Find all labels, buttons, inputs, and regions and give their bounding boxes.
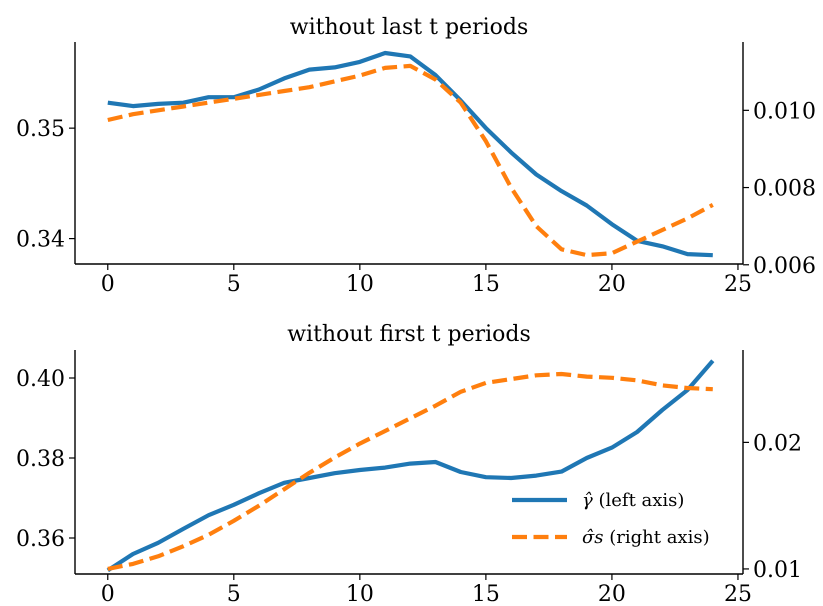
chart-panel-bottom: without first t periods 0 5 10 15 20 25 0.36 0.3… <box>16 322 802 606</box>
x-tick-label: 15 <box>472 272 500 297</box>
x-tick-label: 5 <box>227 272 241 297</box>
y-right-tick-label: 0.008 <box>753 177 816 202</box>
legend-label: σ̂s (right axis) <box>582 527 710 548</box>
legend-symbol: γ̂ <box>582 490 598 511</box>
legend-symbol: σ̂s <box>582 527 609 548</box>
gamma-series-line <box>106 359 715 573</box>
x-tick-label: 10 <box>346 582 374 606</box>
y-right-tick-label: 0.02 <box>753 431 802 456</box>
y-right-tick-label: 0.01 <box>753 558 802 583</box>
x-tick-label: 25 <box>724 582 752 606</box>
y-left-tick-label: 0.40 <box>16 367 65 392</box>
y-left-tick-label: 0.34 <box>16 228 65 253</box>
y-left-tick-label: 0.36 <box>16 527 65 552</box>
y-right-tick-label: 0.006 <box>753 254 816 279</box>
x-tick-label: 20 <box>598 272 626 297</box>
x-tick-label: 20 <box>598 582 626 606</box>
chart-panel-top: without last t periods 0 5 10 15 20 25 0.34 0.35… <box>16 15 816 297</box>
legend-text: (right axis) <box>609 527 709 548</box>
sigma-s-series-line <box>107 63 714 258</box>
legend-text: (left axis) <box>598 490 684 511</box>
legend: γ̂ (left axis) σ̂s (right axis) <box>512 490 710 548</box>
chart-title: without last t periods <box>290 15 529 40</box>
x-tick-label: 0 <box>101 272 115 297</box>
sigma-s-series-line <box>107 371 713 571</box>
x-tick-label: 0 <box>101 582 115 606</box>
y-left-tick-label: 0.35 <box>16 117 65 142</box>
legend-label: γ̂ (left axis) <box>582 490 684 511</box>
y-left-tick-label: 0.38 <box>16 447 65 472</box>
x-tick-label: 5 <box>227 582 241 606</box>
gamma-series-line <box>107 50 713 258</box>
chart-title: without first t periods <box>287 322 531 347</box>
x-tick-label: 10 <box>346 272 374 297</box>
x-tick-label: 25 <box>724 272 752 297</box>
x-tick-label: 15 <box>472 582 500 606</box>
y-right-tick-label: 0.010 <box>753 99 816 124</box>
